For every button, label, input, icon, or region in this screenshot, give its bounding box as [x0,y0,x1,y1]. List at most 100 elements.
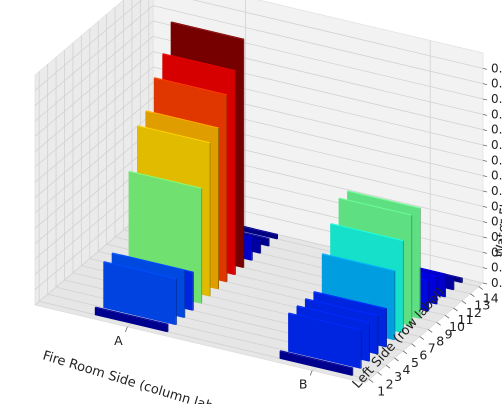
bar-side [369,322,370,362]
bar-side [226,94,228,283]
z-tick-mark [482,113,488,116]
y-tick-mark [470,293,475,298]
bar-front [94,307,168,333]
bar-top [304,298,379,317]
bar-side [209,142,211,297]
z-grid-line-back [192,0,484,69]
bar-top [170,21,245,40]
y-tick-label: 8 [436,333,444,348]
bar-side [428,280,429,312]
bar-top [145,110,219,129]
z-tick-mark [482,205,488,208]
bar-side [201,187,203,304]
bar-top [288,312,362,331]
z-tick-mark [482,83,488,86]
bar-top [103,261,177,280]
bar [279,350,354,376]
z-tick-label: 0.00 [491,276,502,290]
y-tick-mark [411,343,416,348]
z-grid-line-back [152,5,484,85]
y-tick-label: 9 [445,326,453,341]
bar-top [162,53,236,72]
bar-side [445,273,446,298]
y-tick-label: 6 [419,348,427,363]
x-tick-mark [125,326,128,332]
bar-side [453,277,455,291]
bar-side [277,234,278,240]
z-tick-label: 0.11 [491,107,502,121]
bar-top [296,305,370,324]
bar-side [167,323,169,333]
z-tick-mark [482,144,488,147]
bar-side [436,276,438,305]
z-tick-label: 0.09 [491,138,502,152]
z-tick-label: 0.07 [491,169,502,183]
bar-side [234,70,236,276]
z-tick-label: 0.10 [491,123,502,137]
y-tick-mark [402,350,408,355]
x-axis-label: Fire Room Side (column label) [41,348,231,404]
x-tick-mark [309,370,313,376]
bar-top [153,77,228,96]
bar-top [128,170,203,189]
z-tick-mark [482,267,488,270]
y-tick-mark [453,307,458,312]
bar-side [419,207,421,319]
bar-top [347,190,421,209]
z-tick-label: 0.08 [491,153,502,167]
y-tick-mark [427,329,433,333]
y-tick-label: 12 [466,305,482,320]
z-tick-mark [482,251,488,254]
bar-side [192,271,194,311]
y-tick-label: 7 [428,341,436,356]
x-tick-label: B [299,377,308,392]
z-tick-mark [482,175,488,178]
y-tick-mark [478,286,484,290]
bar [94,306,169,333]
ticks-layer: 0.000.01 0.020.030.04 0.050.060.07 0.080.09… [114,61,502,398]
bar-side [243,38,245,269]
y-tick-label: 4 [403,362,411,377]
z-tick-mark [482,129,488,132]
bar-side [352,367,354,376]
z-grid-line-left [34,20,154,122]
bar [103,261,177,326]
bar-side [377,315,379,355]
bar-front [288,313,361,369]
bar-side [184,269,186,318]
bar-side [411,214,413,326]
z-tick-label: 0.01 [491,261,502,275]
y-tick-mark [394,357,399,362]
bar-side [218,127,219,290]
y-tick-label: 10 [449,319,465,334]
bar-front [279,351,353,376]
y-tick-mark [385,364,391,369]
z-tick-mark [482,159,488,162]
z-tick-label: 0.13 [491,77,502,91]
z-grid-line-left [34,36,154,137]
y-tick-label: 1 [377,383,385,398]
x-tick-label: A [114,333,123,348]
bar-side [461,277,463,284]
bar-side [268,238,270,247]
z-tick-label: 0.06 [491,184,502,198]
y-tick-mark [368,379,374,383]
bar-side [175,278,177,326]
bar-top [330,223,404,242]
y-tick-label: 5 [411,355,419,370]
y-tick-mark [419,336,425,340]
y-tick-mark [444,314,450,319]
z-grid-line-left [34,51,154,152]
y-tick-mark [377,371,382,376]
bar-top [321,253,396,272]
z-tick-mark [482,67,488,70]
bar-top [279,350,354,369]
z-grid-line-left [34,5,154,106]
bar-side [386,308,387,348]
z-tick-mark [482,221,488,224]
z-axis-label: Water Flux ( [493,178,502,258]
z-tick-label: 0.14 [491,61,502,75]
z-grid-line-left [34,66,154,168]
